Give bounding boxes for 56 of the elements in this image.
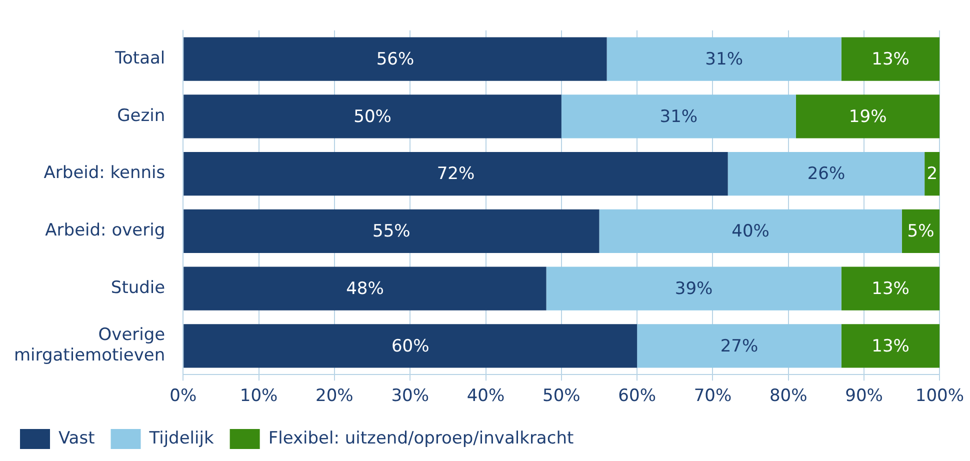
data-label: 48% (346, 278, 384, 299)
x-tick-label: 40% (466, 386, 505, 406)
y-tick-label: Totaal (114, 48, 166, 69)
legend-label: Tijdelijk (148, 428, 214, 448)
x-tick-label: 50% (542, 386, 580, 406)
data-label: 2 (926, 164, 938, 184)
x-tick-label: 0% (170, 386, 197, 406)
bar (184, 266, 546, 310)
bar (637, 324, 842, 368)
bar (841, 37, 940, 81)
y-tick-label: Studie (110, 278, 166, 298)
bar (728, 152, 925, 196)
x-tick-label: 90% (845, 386, 883, 406)
bar (841, 324, 940, 368)
data-label: 56% (376, 50, 414, 70)
x-tick-label: 10% (240, 386, 278, 406)
data-label: 50% (354, 106, 392, 127)
x-tick-label: 100% (915, 386, 964, 406)
x-tick-label: 60% (618, 386, 656, 406)
bar (902, 209, 940, 253)
data-label: 31% (660, 106, 698, 127)
bar (841, 266, 940, 310)
data-label: 40% (732, 222, 770, 242)
bar (184, 324, 638, 368)
bar (796, 94, 940, 138)
data-label: 13% (872, 278, 910, 299)
data-label: 60% (391, 336, 430, 356)
x-tick-label: 20% (316, 386, 354, 406)
data-label: 55% (372, 222, 410, 242)
data-label: 72% (436, 164, 475, 184)
data-label: 13% (872, 50, 910, 70)
bar (184, 152, 728, 196)
bar (561, 94, 796, 138)
bar (606, 37, 842, 81)
data-label: 26% (807, 164, 846, 184)
data-label: 31% (705, 50, 743, 70)
x-tick-label: 80% (769, 386, 808, 406)
x-tick-label: 70% (694, 386, 732, 406)
y-tick-label: Arbeid: kennis (44, 163, 166, 184)
data-label: 5% (907, 222, 934, 242)
data-label: 27% (720, 336, 758, 356)
y-tick-label: Overige mirgatiemotieven (14, 325, 166, 366)
data-label: 39% (674, 278, 713, 299)
bar (184, 37, 607, 81)
bar (599, 209, 902, 253)
x-tick-label: 30% (391, 386, 429, 406)
legend-label: Flexibel: uitzend/oproep/invalkracht (268, 428, 574, 448)
y-tick-label: Gezin (117, 106, 166, 126)
bar (184, 209, 600, 253)
data-label: 19% (848, 106, 887, 127)
y-tick-label: Arbeid: overig (45, 220, 166, 241)
bar (184, 94, 562, 138)
bar (546, 266, 842, 310)
bar (924, 152, 940, 196)
data-label: 13% (872, 336, 910, 356)
legend-label: Vast (58, 428, 96, 448)
